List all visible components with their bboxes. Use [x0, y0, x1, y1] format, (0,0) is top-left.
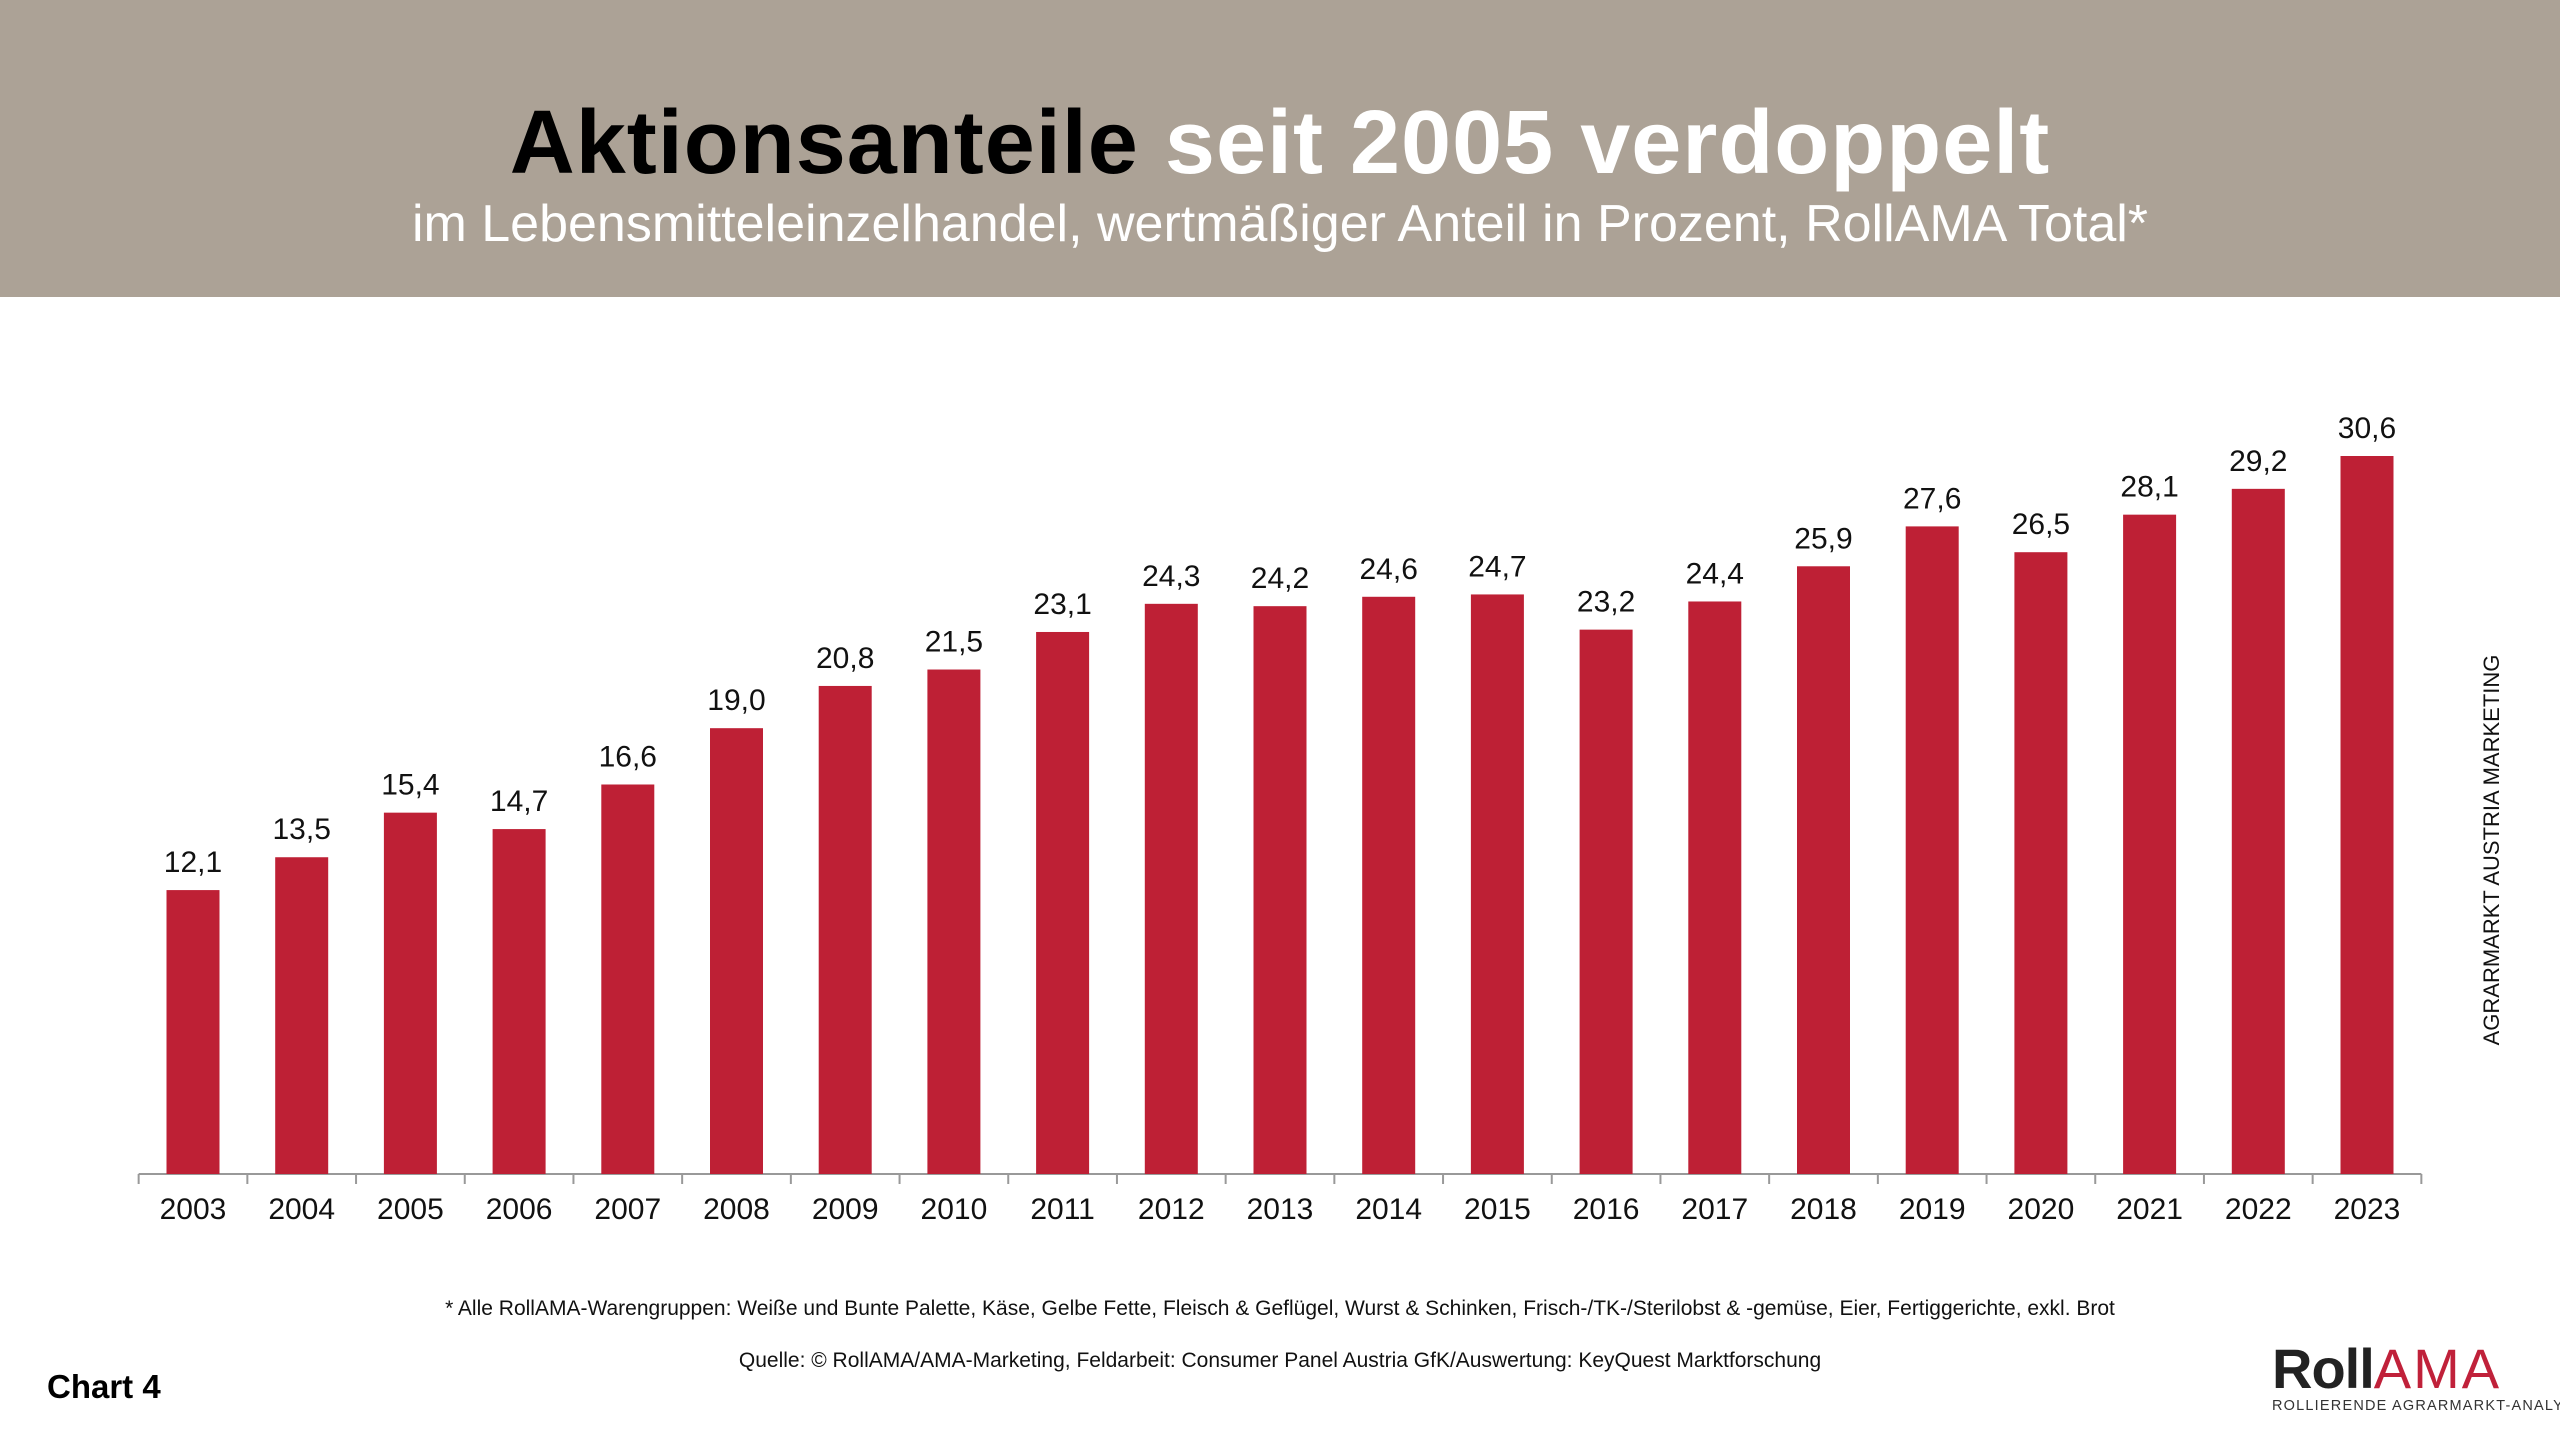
value-label: 23,2 — [1577, 586, 1635, 619]
chart-title: Aktionsanteile seit 2005 verdoppelt — [0, 88, 2560, 198]
value-label: 29,2 — [2229, 445, 2287, 478]
value-label: 24,6 — [1360, 553, 1418, 586]
x-tick-label: 2017 — [1681, 1193, 1748, 1226]
x-tick-label: 2008 — [703, 1193, 770, 1226]
x-tick-label: 2006 — [486, 1193, 553, 1226]
value-label: 30,6 — [2338, 412, 2396, 445]
bar-2019 — [1905, 526, 1959, 1174]
value-label: 12,1 — [164, 846, 222, 879]
x-tick-label: 2020 — [2008, 1193, 2075, 1226]
rollama-logo: RollAMA ROLLIERENDE AGRARMARKT-ANALYSE — [2272, 1337, 2560, 1415]
value-label: 24,3 — [1142, 560, 1200, 593]
x-tick-label: 2019 — [1899, 1193, 1966, 1226]
x-tick-label: 2010 — [921, 1193, 988, 1226]
x-tick-label: 2011 — [1030, 1193, 1095, 1226]
x-tick-label: 2012 — [1138, 1193, 1205, 1226]
x-tick-label: 2007 — [594, 1193, 661, 1226]
x-tick-label: 2021 — [2116, 1193, 2183, 1226]
bar-2006 — [492, 829, 546, 1174]
x-tick-label: 2016 — [1573, 1193, 1640, 1226]
x-tick-label: 2015 — [1464, 1193, 1531, 1226]
bar-2018 — [1797, 566, 1850, 1174]
bar-2007 — [601, 784, 655, 1174]
bar-2023 — [2340, 456, 2394, 1174]
value-label: 24,4 — [1686, 557, 1744, 590]
value-label: 20,8 — [816, 642, 874, 675]
value-label: 26,5 — [2012, 508, 2070, 541]
bar-2005 — [383, 812, 437, 1174]
bar-2022 — [2231, 488, 2285, 1174]
x-tick-label: 2009 — [812, 1193, 879, 1226]
footnote: * Alle RollAMA-Warengruppen: Weiße und B… — [445, 1297, 2115, 1320]
bar-2008 — [710, 728, 763, 1174]
value-label: 21,5 — [925, 626, 983, 659]
bar-2016 — [1579, 629, 1633, 1174]
bar-2021 — [2123, 514, 2177, 1174]
bar-2009 — [818, 685, 872, 1174]
bar-2013 — [1253, 606, 1307, 1174]
value-label: 24,2 — [1251, 562, 1309, 595]
x-tick-label: 2013 — [1247, 1193, 1314, 1226]
source-note: Quelle: © RollAMA/AMA-Marketing, Feldarb… — [738, 1349, 1822, 1372]
header-banner: Aktionsanteile seit 2005 verdoppelt im L… — [0, 0, 2560, 297]
bar-2012 — [1144, 603, 1198, 1174]
x-tick-label: 2022 — [2225, 1193, 2292, 1226]
value-label: 19,0 — [707, 684, 765, 717]
x-tick-label: 2005 — [377, 1193, 444, 1226]
x-tick-label: 2014 — [1355, 1193, 1422, 1226]
value-label: 15,4 — [381, 769, 439, 802]
bar-2017 — [1688, 601, 1742, 1174]
bar-2011 — [1036, 631, 1090, 1174]
x-tick-label: 2018 — [1790, 1193, 1857, 1226]
title-part-1: Aktionsanteile — [509, 93, 1139, 193]
x-tick-label: 2023 — [2334, 1193, 2401, 1226]
x-tick-label: 2003 — [160, 1193, 227, 1226]
bar-2014 — [1362, 596, 1416, 1174]
bar-2010 — [927, 669, 981, 1174]
value-label: 27,6 — [1903, 482, 1961, 515]
value-label: 23,1 — [1033, 588, 1091, 621]
bar-2015 — [1470, 594, 1524, 1174]
value-label: 14,7 — [490, 785, 548, 818]
value-label: 25,9 — [1794, 522, 1852, 555]
bar-2004 — [275, 857, 329, 1174]
side-label: AGRARMARKT AUSTRIA MARKETING — [2479, 654, 2504, 1046]
bar-2003 — [166, 890, 220, 1174]
value-label: 16,6 — [599, 740, 657, 773]
chart-subtitle: im Lebensmitteleinzelhandel, wertmäßiger… — [411, 195, 2149, 253]
value-label: 28,1 — [2120, 471, 2178, 504]
bar-2020 — [2014, 552, 2068, 1174]
value-label: 13,5 — [273, 813, 331, 846]
title-part-2: seit 2005 verdoppelt — [1164, 93, 2051, 193]
x-tick-label: 2004 — [268, 1193, 335, 1226]
chart-number: Chart 4 — [47, 1368, 161, 1405]
value-label: 24,7 — [1468, 550, 1526, 583]
